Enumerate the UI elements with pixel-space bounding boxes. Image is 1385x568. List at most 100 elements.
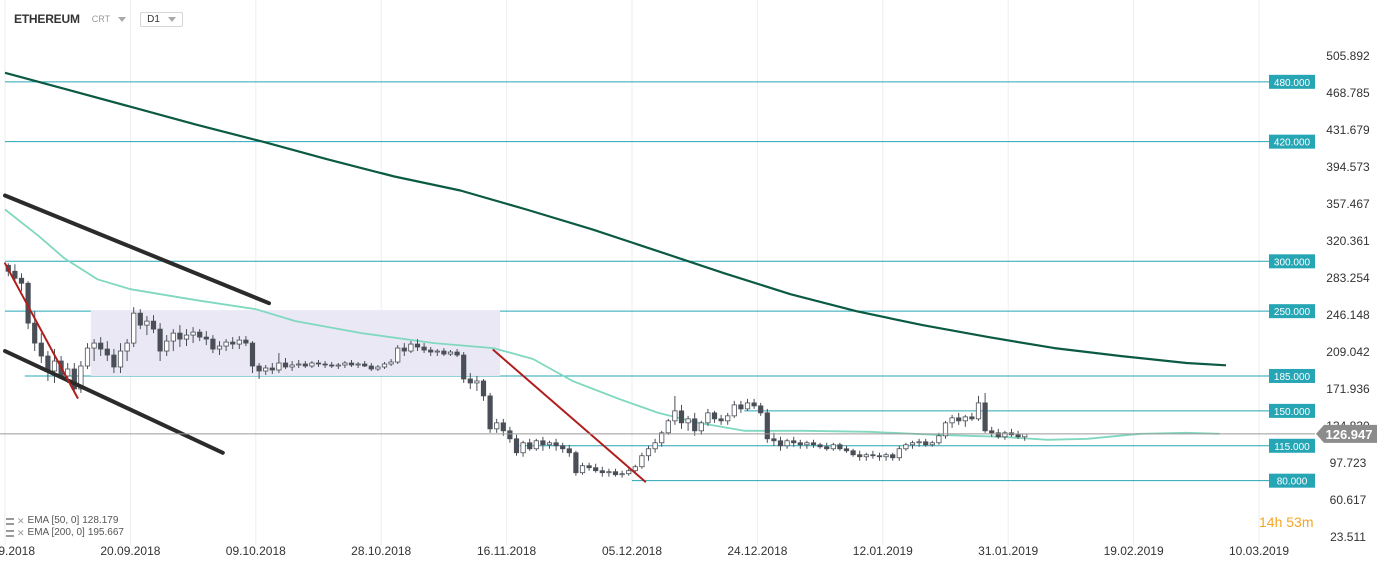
timer-minutes: 53 xyxy=(1286,514,1302,530)
candle-body xyxy=(903,444,909,450)
candle-body xyxy=(447,351,454,355)
candle-body xyxy=(731,404,737,417)
candle-body xyxy=(797,442,803,446)
indicator-label: EMA [200, 0] xyxy=(27,527,85,538)
candle-body xyxy=(784,440,790,447)
y-tick-label: 283.254 xyxy=(1326,271,1370,285)
x-tick-label: 20.09.2018 xyxy=(100,544,160,558)
candle-body xyxy=(32,322,38,344)
candle-body xyxy=(652,442,658,450)
y-tick-label: 209.042 xyxy=(1326,345,1370,359)
candle-body xyxy=(850,450,856,456)
y-tick-label: 394.573 xyxy=(1326,160,1370,174)
indicator-settings-icon[interactable] xyxy=(6,517,14,525)
candle-body xyxy=(269,367,275,371)
candle-body xyxy=(573,452,579,474)
candle-body xyxy=(236,339,242,345)
x-tick-label: 28.10.2018 xyxy=(351,544,411,558)
candle-body xyxy=(533,440,539,450)
x-tick-label: 16.11.2018 xyxy=(477,544,536,558)
candle-body xyxy=(995,432,1001,438)
candle-body xyxy=(428,349,434,353)
candle-body xyxy=(177,332,183,340)
trend-line xyxy=(4,262,79,399)
y-tick-label: 23.511 xyxy=(1330,530,1366,544)
candle-body xyxy=(98,342,104,350)
candle-body xyxy=(249,342,256,367)
y-tick-label: 246.148 xyxy=(1326,308,1370,322)
candle-body xyxy=(355,363,361,366)
candle-body xyxy=(982,402,988,432)
candle-countdown-timer: 14h 53m xyxy=(1259,514,1314,530)
ema200-line xyxy=(4,71,1227,367)
candle-body xyxy=(817,444,823,448)
candle-body xyxy=(718,418,724,422)
trend-line xyxy=(492,349,647,483)
candle-body xyxy=(949,417,955,424)
y-tick-label: 505.892 xyxy=(1326,49,1370,63)
candle-body xyxy=(830,444,836,450)
level-tag-label: 300.000 xyxy=(1274,257,1311,268)
indicator-settings-icon[interactable] xyxy=(6,529,14,537)
candle-body xyxy=(593,467,599,472)
level-tag-bg xyxy=(1269,304,1315,319)
timer-hours-unit: h xyxy=(1274,514,1283,530)
chart-toolbar: ETHEREUM CRT D1 xyxy=(14,10,183,28)
candle-body xyxy=(408,343,414,352)
candle-body xyxy=(131,312,137,344)
channel-line xyxy=(3,193,271,306)
candle-body xyxy=(791,440,797,444)
remove-indicator-icon[interactable]: ✕ xyxy=(17,516,25,526)
y-tick-label: 320.361 xyxy=(1326,234,1370,248)
y-tick-label: 171.936 xyxy=(1326,382,1370,396)
candle-body xyxy=(896,448,902,459)
candle-body xyxy=(335,364,341,367)
candle-body xyxy=(863,454,869,458)
candle-body xyxy=(210,338,216,350)
candle-body xyxy=(480,380,487,397)
candle-body xyxy=(639,455,645,468)
indicator-value: 195.667 xyxy=(87,527,124,538)
indicator-legend: ✕ EMA [50, 0] 128.179 ✕ EMA [200, 0] 195… xyxy=(6,515,124,539)
candle-body xyxy=(474,380,480,384)
candle-body xyxy=(777,440,784,447)
candle-body xyxy=(876,455,883,458)
y-tick-label: 60.617 xyxy=(1330,493,1367,507)
candle-body xyxy=(144,320,150,326)
level-tag-label: 250.000 xyxy=(1274,307,1311,318)
current-price-tag-label: 126.947 xyxy=(1326,427,1373,442)
candle-body xyxy=(857,454,863,458)
candle-body xyxy=(824,446,830,450)
candle-body xyxy=(711,412,718,420)
chart-type-selector[interactable]: CRT xyxy=(91,14,111,24)
candle-body xyxy=(1015,434,1021,438)
candle-body xyxy=(38,342,44,357)
candle-body xyxy=(546,442,553,446)
instrument-symbol[interactable]: ETHEREUM xyxy=(14,12,80,26)
ema200-line-group xyxy=(4,71,1227,367)
level-tag-bg xyxy=(1269,74,1315,89)
candle-body xyxy=(111,354,117,368)
candle-body xyxy=(804,442,810,446)
chart-type-dropdown-icon[interactable] xyxy=(118,16,127,22)
remove-indicator-icon[interactable]: ✕ xyxy=(17,528,25,538)
candle-body xyxy=(513,438,520,454)
candle-body xyxy=(230,341,236,345)
candle-body xyxy=(18,277,25,284)
x-axis-tick-labels: 01.09.2018 20.09.2018 09.10.2018 28.10.2018… xyxy=(0,544,1289,558)
x-tick-label: 01.09.2018 xyxy=(0,544,35,558)
candle-body xyxy=(84,347,91,367)
candle-body xyxy=(665,420,671,434)
candle-body xyxy=(104,348,110,356)
timeframe-selector[interactable]: D1 xyxy=(140,11,183,27)
level-tag-bg xyxy=(1269,134,1315,149)
candle-body xyxy=(71,368,77,390)
y-tick-label: 468.785 xyxy=(1326,86,1370,100)
candle-body xyxy=(309,362,315,367)
indicator-label: EMA [50, 0] xyxy=(27,515,80,526)
candle-body xyxy=(540,440,546,446)
y-tick-label: 357.467 xyxy=(1326,197,1370,211)
current-price-tag: 126.947 xyxy=(1316,424,1377,443)
level-tag-label: 150.000 xyxy=(1274,407,1311,418)
